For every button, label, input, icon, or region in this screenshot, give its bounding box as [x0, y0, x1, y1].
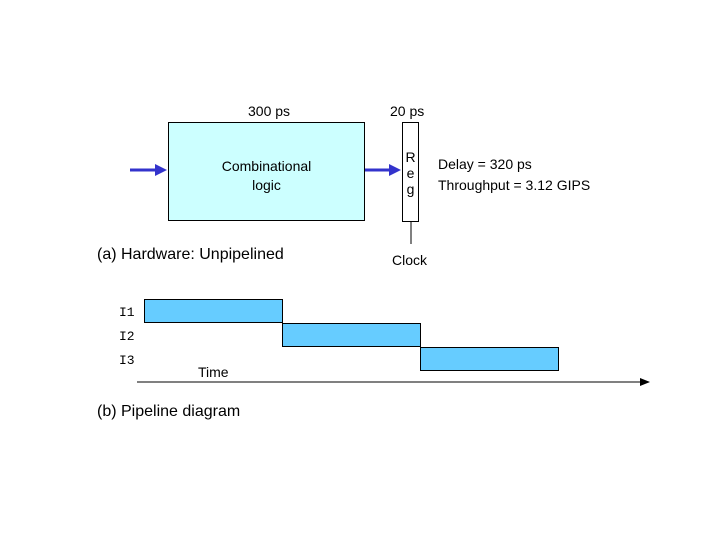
- reg-letter: g: [406, 181, 415, 197]
- instruction-label: I3: [119, 353, 135, 368]
- pipeline-bar-i3: [420, 347, 559, 371]
- caption-pipeline-diagram: (b) Pipeline diagram: [97, 403, 241, 420]
- instruction-label: I2: [119, 329, 135, 344]
- comb-delay-label: 300 ps: [248, 103, 291, 119]
- comb-label-line2: logic: [252, 177, 281, 193]
- register-label: R e g: [403, 149, 418, 197]
- combinational-logic-block: Combinational logic: [168, 122, 365, 221]
- reg-delay-label: 20 ps: [390, 103, 425, 119]
- reg-letter: e: [406, 165, 415, 181]
- pipeline-bar-i2: [282, 323, 421, 347]
- pipeline-bar-i1: [144, 299, 283, 323]
- comb-label-line1: Combinational: [221, 158, 312, 174]
- combinational-logic-label: Combinational logic: [169, 157, 364, 195]
- register-block: R e g: [402, 122, 419, 222]
- time-label: Time: [198, 364, 229, 380]
- instruction-label: I1: [119, 305, 135, 320]
- caption-unpipelined: (a) Hardware: Unpipelined: [97, 246, 284, 263]
- throughput-metric: Throughput = 3.12 GIPS: [438, 177, 591, 193]
- delay-metric: Delay = 320 ps: [438, 156, 532, 172]
- clock-label: Clock: [392, 252, 428, 268]
- reg-letter: R: [405, 149, 416, 165]
